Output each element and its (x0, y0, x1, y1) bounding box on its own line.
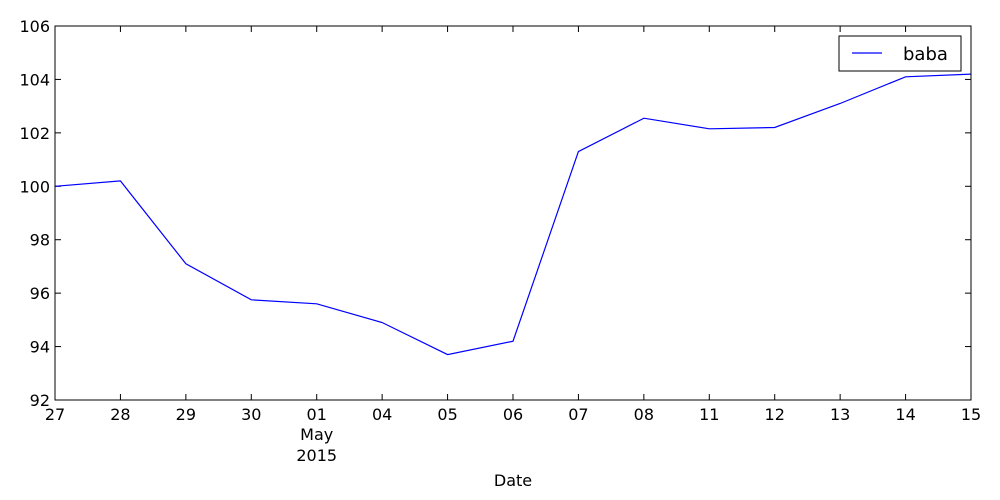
y-tick-label: 92 (30, 391, 50, 410)
x-tick-month-label: May (300, 425, 333, 444)
x-tick-label: 13 (830, 405, 850, 424)
x-axis-title: Date (494, 471, 532, 490)
x-tick-label: 04 (372, 405, 392, 424)
y-tick-label: 102 (19, 124, 50, 143)
y-tick-label: 104 (19, 70, 50, 89)
x-tick-label: 06 (503, 405, 523, 424)
legend: baba (838, 35, 962, 72)
x-tick-label: 30 (241, 405, 261, 424)
y-tick-label: 100 (19, 177, 50, 196)
plot-background (55, 26, 971, 400)
x-tick-label: 14 (895, 405, 915, 424)
x-axis: 27 28 29 30 01 04 05 06 07 08 11 12 13 14 15 May 2015 (45, 26, 981, 465)
x-tick-label: 15 (961, 405, 981, 424)
x-tick-year-label: 2015 (296, 446, 337, 465)
y-axis: 92 94 96 98 100 102 104 106 (19, 17, 971, 410)
x-tick-label: 12 (765, 405, 785, 424)
x-tick-label: 28 (110, 405, 130, 424)
y-tick-label: 96 (30, 284, 50, 303)
x-tick-label: 08 (634, 405, 654, 424)
series-line-baba (54, 73, 972, 356)
y-tick-label: 106 (19, 17, 50, 36)
x-tick-label: 11 (699, 405, 719, 424)
plot-frame (54, 25, 972, 401)
x-tick-label: 07 (568, 405, 588, 424)
y-tick-label: 94 (30, 338, 50, 357)
x-tick-label: 27 (45, 405, 65, 424)
y-tick-label: 98 (30, 231, 50, 250)
series-group (54, 73, 972, 356)
x-tick-label: 05 (437, 405, 457, 424)
x-tick-label: 01 (307, 405, 327, 424)
legend-label-baba: baba (903, 44, 948, 65)
x-tick-label: 29 (176, 405, 196, 424)
